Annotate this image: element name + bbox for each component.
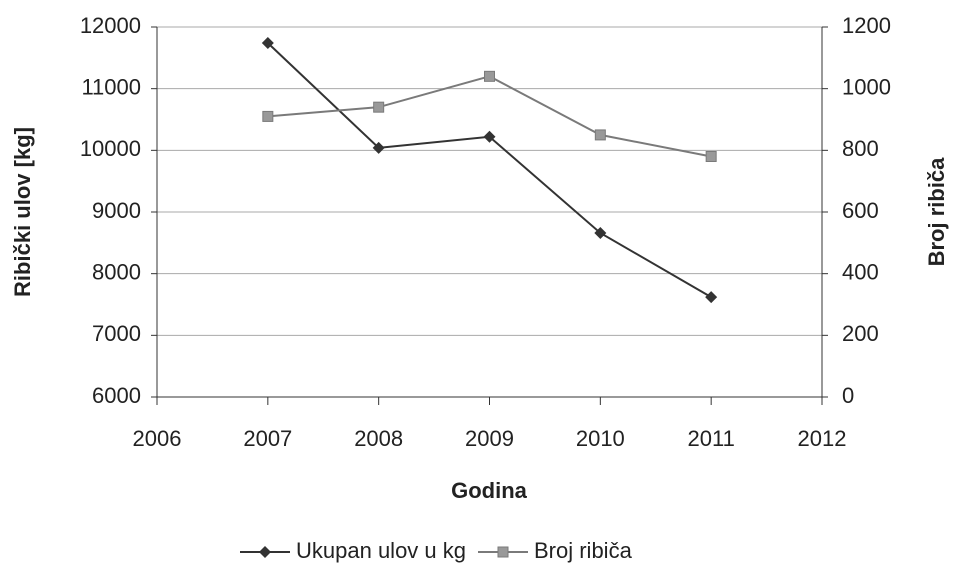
- x-tick-label: 2011: [688, 426, 735, 451]
- y-tick-label: 7000: [92, 321, 141, 346]
- marker: [262, 110, 274, 122]
- x-tick-label: 2008: [354, 426, 403, 451]
- y-tick-label: 10000: [80, 136, 141, 161]
- marker: [372, 141, 385, 154]
- y-tick-label: 11000: [81, 74, 141, 99]
- legend-marker: [259, 546, 271, 558]
- marker: [261, 37, 274, 50]
- x-tick-label: 2006: [133, 426, 182, 451]
- y-tick-label: 6000: [92, 383, 141, 408]
- y2-tick-label: 400: [842, 259, 879, 284]
- marker: [705, 291, 718, 304]
- marker: [483, 130, 496, 143]
- y2-tick-label: 0: [842, 383, 854, 408]
- y2-tick-label: 1200: [842, 13, 891, 38]
- marker: [705, 151, 717, 162]
- marker: [594, 226, 607, 239]
- y-tick-label: 12000: [80, 13, 141, 38]
- legend-marker: [497, 546, 509, 558]
- x-axis-title: Godina: [451, 478, 528, 503]
- marker: [373, 101, 385, 113]
- marker: [484, 70, 495, 82]
- y-tick-label: 9000: [92, 198, 141, 223]
- marker: [594, 129, 606, 141]
- y2-axis-title: Broj ribiča: [924, 157, 949, 267]
- x-tick-label: 2009: [465, 426, 514, 451]
- y2-tick-label: 800: [842, 136, 879, 161]
- x-tick-label: 2010: [576, 426, 625, 451]
- y-tick-label: 8000: [92, 259, 141, 284]
- y2-tick-label: 200: [842, 321, 879, 346]
- y2-tick-label: 600: [842, 198, 879, 223]
- legend-label: Ukupan ulov u kg: [296, 538, 466, 563]
- x-tick-label: 2007: [243, 426, 292, 451]
- x-tick-label: 2012: [798, 426, 847, 451]
- legend-label: Broj ribiča: [534, 538, 633, 563]
- y2-tick-label: 1000: [842, 74, 891, 99]
- y-axis-title: Ribički ulov [kg]: [10, 127, 35, 297]
